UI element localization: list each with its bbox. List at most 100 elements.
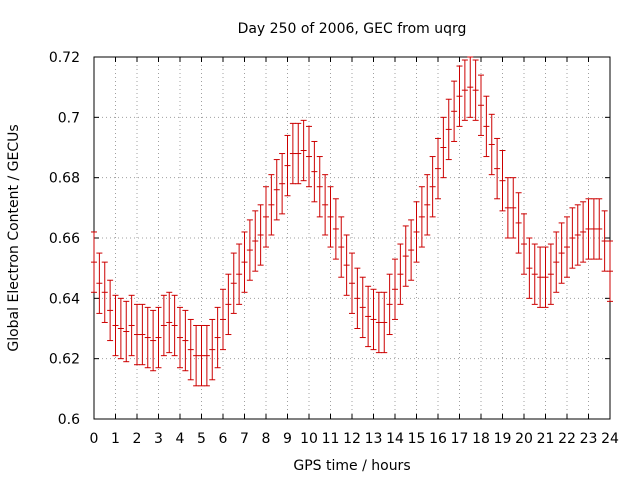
x-tick-label: 22 (558, 431, 576, 447)
error-bar (171, 294, 178, 357)
error-bar (139, 303, 146, 366)
error-bar (230, 252, 237, 314)
error-bar (123, 300, 130, 363)
x-tick-label: 9 (283, 431, 292, 447)
x-tick-label: 4 (176, 431, 185, 447)
error-bar (177, 306, 183, 369)
error-bar (472, 59, 479, 121)
x-tick-label: 8 (262, 431, 271, 447)
y-tick-label: 0.6 (58, 412, 80, 428)
error-bar (155, 306, 162, 369)
error-bar (386, 273, 393, 336)
error-bar (134, 303, 140, 366)
error-bar (451, 80, 458, 142)
y-axis-label: Global Electron Content / GECUs (6, 124, 22, 351)
x-tick-label: 10 (300, 431, 318, 447)
error-bar (182, 309, 189, 372)
error-bar (316, 156, 323, 218)
error-bar (295, 122, 302, 185)
error-bar (338, 216, 345, 278)
error-bar (607, 240, 613, 302)
error-bar (209, 318, 216, 381)
error-bar (370, 288, 377, 351)
error-bar (284, 134, 291, 197)
error-bar (381, 291, 388, 354)
error-bar (537, 246, 544, 308)
x-tick-label: 23 (580, 431, 598, 447)
error-bar (580, 201, 587, 263)
x-tick-label: 14 (386, 431, 404, 447)
x-tick-label: 3 (154, 431, 163, 447)
error-bar (359, 276, 366, 339)
error-bar (268, 174, 275, 236)
error-bar (101, 261, 108, 323)
error-bar (332, 198, 339, 260)
error-bar (553, 231, 560, 293)
y-tick-label: 0.64 (49, 291, 80, 307)
y-tick-label: 0.62 (49, 352, 80, 368)
error-bar (515, 192, 522, 254)
error-bar (526, 237, 533, 299)
error-bar (279, 153, 286, 215)
error-bar (558, 222, 565, 284)
axis-ticks (93, 56, 611, 420)
error-bar (354, 267, 361, 329)
error-bar (225, 273, 232, 336)
x-tick-label: 18 (472, 431, 490, 447)
error-bar (569, 207, 576, 269)
x-tick-label: 19 (494, 431, 512, 447)
error-bar (456, 65, 463, 127)
error-bar (246, 219, 253, 281)
error-bar (322, 174, 329, 236)
error-bar (257, 204, 264, 266)
x-tick-label: 6 (219, 431, 228, 447)
x-tick-label: 16 (429, 431, 447, 447)
x-tick-labels: 0 1 2 3 4 5 6 7 8 9 10 11 12 13 14 15 16 17 18 19 20 21 22 23 24 (90, 431, 619, 447)
error-bar (375, 291, 382, 354)
error-bar (494, 137, 501, 200)
error-bar (150, 309, 157, 372)
error-bar (289, 122, 296, 185)
error-bar (601, 210, 608, 272)
y-tick-label: 0.66 (49, 231, 80, 247)
error-bar (300, 119, 307, 182)
error-bar (193, 324, 200, 387)
error-bar (252, 210, 259, 272)
error-bar-series (91, 56, 613, 387)
y-tick-labels: 0.6 0.62 0.64 0.66 0.68 0.7 0.72 (49, 50, 80, 428)
error-bar (521, 213, 527, 275)
error-bar (547, 243, 554, 305)
error-bar (435, 137, 441, 200)
error-bar (440, 116, 447, 179)
error-bar (91, 231, 97, 293)
x-tick-label: 2 (133, 431, 142, 447)
error-bar (241, 231, 248, 293)
error-bar (483, 95, 490, 158)
x-tick-label: 7 (240, 431, 249, 447)
error-bar (220, 288, 226, 351)
error-bar (574, 204, 581, 266)
error-bar (564, 216, 570, 278)
error-bar (531, 243, 538, 305)
x-tick-label: 0 (90, 431, 99, 447)
error-bar (144, 306, 151, 369)
x-axis-label: GPS time / hours (293, 458, 410, 474)
error-bar (461, 59, 468, 121)
x-tick-label: 12 (343, 431, 361, 447)
error-bar (596, 198, 603, 260)
x-tick-label: 5 (197, 431, 206, 447)
x-tick-label: 17 (451, 431, 469, 447)
y-tick-label: 0.7 (58, 110, 80, 126)
error-bar (510, 177, 517, 239)
error-bar (349, 252, 355, 314)
error-bar (397, 243, 404, 305)
x-tick-label: 1 (111, 431, 120, 447)
y-tick-label: 0.68 (49, 171, 80, 187)
error-bar (585, 198, 592, 260)
error-bar (311, 140, 318, 203)
error-bar (306, 125, 312, 188)
error-bar (96, 252, 103, 314)
x-tick-label: 15 (408, 431, 426, 447)
error-bar (327, 186, 334, 248)
error-bar (413, 201, 420, 263)
